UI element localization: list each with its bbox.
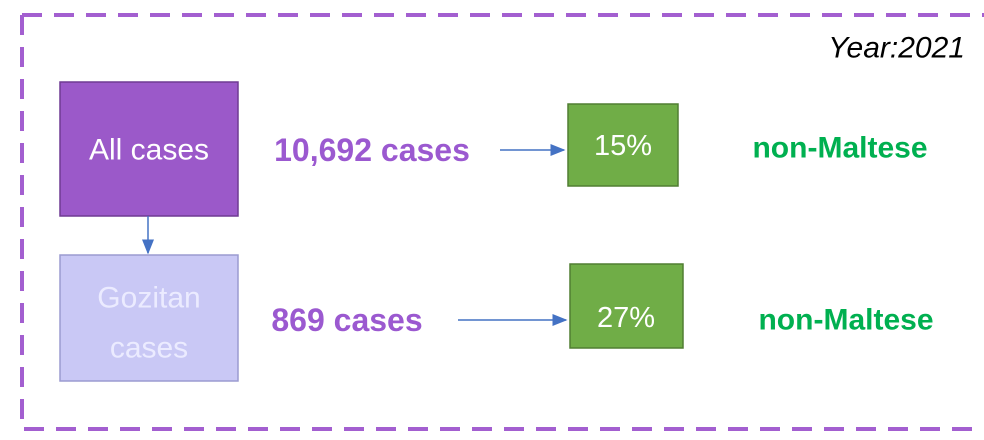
share-value: 15%: [594, 130, 652, 162]
case-count: 869 cases: [271, 302, 422, 338]
group-label: Gozitan: [97, 282, 200, 315]
year-label: Year:2021: [828, 32, 965, 65]
group-box: [59, 81, 239, 217]
share-label: non-Maltese: [758, 304, 933, 337]
share-label: non-Maltese: [752, 132, 927, 165]
share-box: [567, 103, 679, 187]
share-value: 27%: [597, 302, 655, 334]
group-label: cases: [110, 332, 188, 365]
share-box: [569, 263, 684, 349]
group-box: [59, 254, 239, 382]
dashed-frame: [20, 13, 984, 431]
case-count: 10,692 cases: [274, 132, 470, 168]
group-label: All cases: [89, 134, 209, 167]
